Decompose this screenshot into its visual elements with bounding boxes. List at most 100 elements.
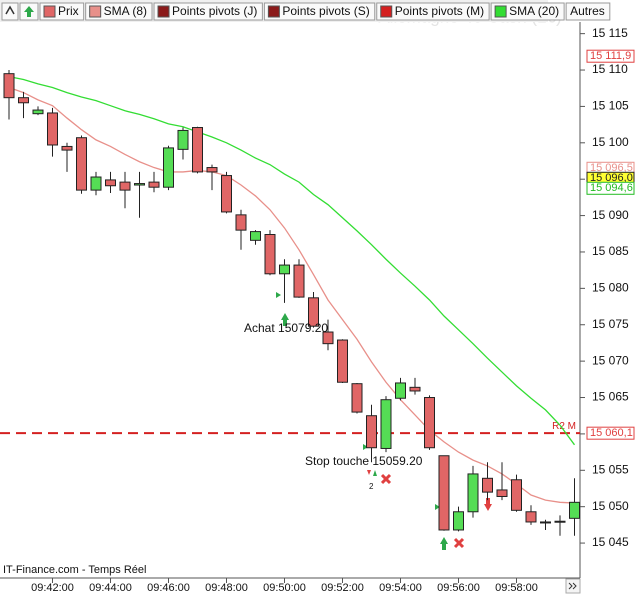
x-tick-label: 09:56:00 <box>437 582 480 594</box>
y-tick-label: 15 115 <box>592 26 628 40</box>
candle-body <box>148 181 160 188</box>
candle-body <box>366 415 377 449</box>
buy-arrow <box>440 537 448 550</box>
exit-cross <box>380 473 392 485</box>
annotation: Achat 15079.20 <box>244 321 328 335</box>
toolbar-button[interactable] <box>153 2 263 21</box>
toolbar-label: Points pivots (M) <box>395 4 484 18</box>
candle-body <box>163 147 174 188</box>
candle-body <box>380 399 392 449</box>
x-tick-label: 09:54:00 <box>379 582 422 594</box>
candle-body <box>3 73 15 99</box>
exit-cross <box>453 537 465 549</box>
candle-body <box>337 339 348 383</box>
toolbar-label: Points pivots (J) <box>172 4 257 18</box>
signal-marker <box>276 292 281 298</box>
candle-body <box>540 521 551 524</box>
candle-body <box>105 179 116 187</box>
toolbar-icon <box>267 5 280 18</box>
scroll-icon <box>568 582 577 590</box>
candle-body <box>221 175 232 213</box>
candle-body <box>511 479 522 511</box>
candle-body <box>351 383 363 413</box>
plot-area: R2 M <box>0 70 580 536</box>
candle-body <box>482 477 493 493</box>
annotation: 2 <box>369 482 374 491</box>
candle-body <box>235 214 247 231</box>
candle-body <box>279 264 290 275</box>
candle-body <box>32 109 44 115</box>
y-tick-label: 15 110 <box>592 62 628 76</box>
x-tick-label: 09:48:00 <box>205 582 248 594</box>
toolbar-label: Prix <box>58 4 79 18</box>
candle-body <box>322 331 334 345</box>
x-tick-label: 09:52:00 <box>321 582 364 594</box>
y-tick-label: 15 045 <box>592 535 629 549</box>
toolbar-button[interactable] <box>376 2 490 21</box>
candle-body <box>119 181 131 191</box>
annotation: Stop touche 15059.20 <box>305 454 423 468</box>
toolbar-button[interactable] <box>85 2 153 21</box>
price-label: 15 096,0 <box>590 172 633 184</box>
toolbar-icon <box>89 5 102 18</box>
candle-body <box>496 489 508 497</box>
y-tick-label: 15 055 <box>592 462 629 476</box>
candle-body <box>525 511 537 523</box>
candle-body <box>424 397 435 449</box>
y-tick-label: 15 105 <box>592 99 629 113</box>
candle-body <box>409 386 421 392</box>
candle-body <box>453 511 464 531</box>
scroll-button[interactable] <box>565 578 581 594</box>
candle-body <box>134 183 145 186</box>
toolbar-label: Autres <box>570 4 605 18</box>
toolbar-label: SMA (8) <box>104 4 147 18</box>
y-tick-label: 15 085 <box>592 244 629 258</box>
signal-marker <box>363 444 368 450</box>
toolbar-icon <box>157 5 170 18</box>
price-label: 15 096,5 <box>590 162 633 174</box>
x-tick-label: 09:58:00 <box>495 582 538 594</box>
y-tick-label: 15 075 <box>592 317 629 331</box>
x-tick-label: 09:42:00 <box>31 582 74 594</box>
candle-body <box>206 167 218 173</box>
price-label-box <box>586 181 635 195</box>
x-tick-label: 09:46:00 <box>147 582 190 594</box>
add-icon <box>24 6 34 17</box>
y-tick-label: 15 090 <box>592 208 629 222</box>
toolbar-icon <box>43 5 56 18</box>
buy-arrow <box>281 313 289 326</box>
candle-body <box>18 97 29 104</box>
toolbar-button[interactable] <box>263 2 376 21</box>
candle-body <box>438 455 450 531</box>
y-tick-label: 15 050 <box>592 499 629 513</box>
candle-body <box>264 234 276 275</box>
toolbar-button[interactable] <box>565 2 611 21</box>
price-label-box <box>586 426 635 440</box>
candle-body <box>61 145 73 151</box>
price-label-box <box>586 49 635 63</box>
candle-body <box>308 297 319 327</box>
sell-arrow-small <box>367 470 371 475</box>
y-tick-label: 15 065 <box>592 390 629 404</box>
toolbar-label: Points pivots (S) <box>282 4 369 18</box>
settings-button[interactable] <box>1 2 19 21</box>
toolbar-label: SMA (20) <box>509 4 559 18</box>
candle-body <box>76 137 87 191</box>
toolbar-button[interactable] <box>490 2 565 21</box>
sell-arrow <box>484 498 492 511</box>
sma-line <box>8 86 575 504</box>
candle-body <box>569 501 580 519</box>
candle-body <box>395 382 406 399</box>
x-tick-label: 09:50:00 <box>263 582 306 594</box>
candle-body <box>467 473 479 513</box>
candle-body <box>90 176 102 191</box>
price-label: 15 111,9 <box>590 50 631 62</box>
candle-body <box>293 264 305 298</box>
candle-body <box>554 520 566 523</box>
candle-body <box>192 127 203 173</box>
toolbar-icon <box>380 5 393 18</box>
sma-line <box>8 75 576 446</box>
signal-marker <box>435 504 440 510</box>
